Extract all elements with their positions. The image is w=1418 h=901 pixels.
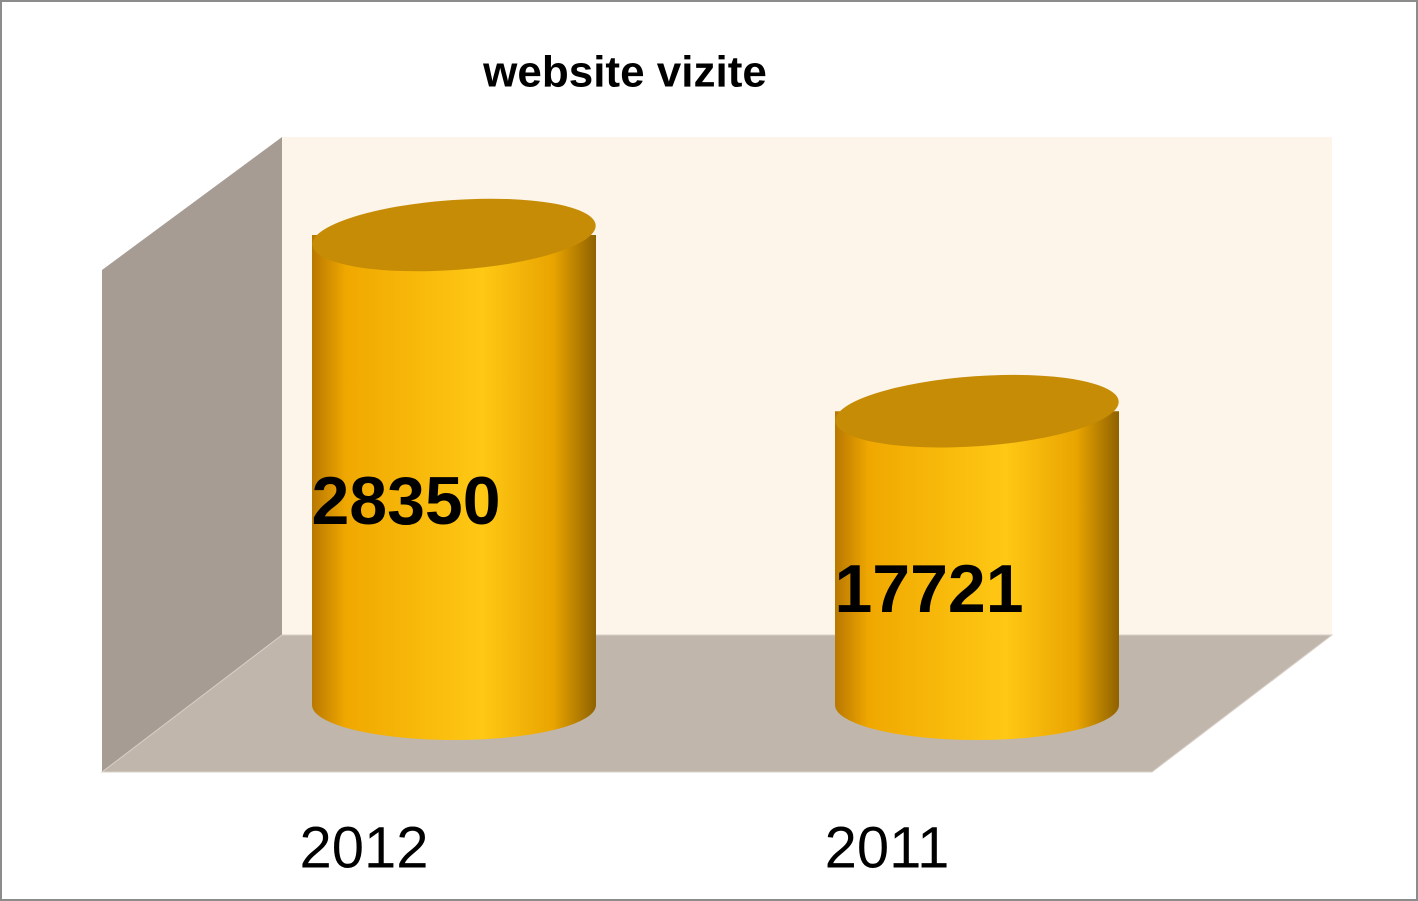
x-tick-label: 2011 [825, 815, 950, 880]
chart-title: website vizite [482, 48, 767, 97]
value-label: 17721 [834, 551, 1023, 627]
cylinder [312, 235, 596, 740]
cylinder [835, 411, 1119, 740]
x-tick-label: 2012 [299, 815, 428, 880]
cylinder-top [312, 198, 596, 272]
floor [100, 634, 1334, 773]
cylinder-top [835, 374, 1119, 448]
side-wall [102, 137, 282, 772]
plot: 28350 17721 [311, 198, 1119, 740]
value-label: 28350 [311, 463, 500, 539]
